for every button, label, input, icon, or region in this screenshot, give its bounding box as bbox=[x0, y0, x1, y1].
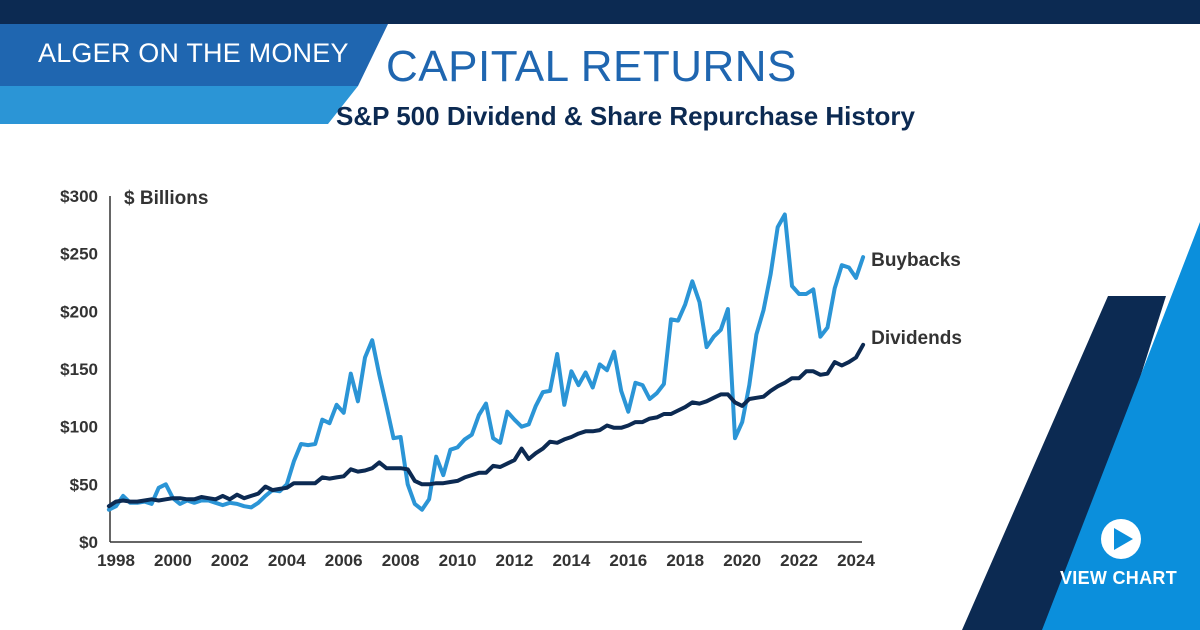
play-circle-icon[interactable] bbox=[1101, 519, 1141, 559]
brand-banner-dark bbox=[0, 24, 388, 86]
series-label-dividends: Dividends bbox=[871, 328, 962, 349]
y-tick-label: $0 bbox=[79, 533, 98, 552]
x-tick-label: 2008 bbox=[382, 551, 420, 570]
x-tick-label: 2006 bbox=[325, 551, 363, 570]
chart-axes bbox=[109, 196, 862, 543]
chart-subtitle: S&P 500 Dividend & Share Repurchase Hist… bbox=[336, 101, 915, 131]
y-tick-labels: $0 $50 $100 $150 $200 $250 $300 bbox=[60, 187, 98, 552]
x-tick-label: 2016 bbox=[609, 551, 647, 570]
x-tick-label: 1998 bbox=[97, 551, 135, 570]
x-tick-label: 2012 bbox=[496, 551, 534, 570]
x-tick-label: 2010 bbox=[439, 551, 477, 570]
unit-label: $ Billions bbox=[124, 188, 208, 209]
y-tick-label: $50 bbox=[70, 475, 98, 494]
cta-stripe-blue bbox=[1042, 222, 1200, 630]
y-tick-label: $200 bbox=[60, 302, 98, 321]
series-line-dividends bbox=[106, 342, 866, 509]
x-tick-label: 2018 bbox=[666, 551, 704, 570]
x-tick-label: 2014 bbox=[552, 551, 590, 570]
y-tick-label: $250 bbox=[60, 245, 98, 264]
y-tick-label: $300 bbox=[60, 187, 98, 206]
cta-stripe-navy bbox=[962, 296, 1166, 630]
x-tick-labels: 1998 2000 2002 2004 2006 2008 2010 2012 2014 2016… bbox=[97, 551, 875, 570]
series-labels: Buybacks Dividends bbox=[871, 250, 962, 349]
x-tick-label: 2000 bbox=[154, 551, 192, 570]
series-label-buybacks: Buybacks bbox=[871, 250, 961, 271]
x-tick-label: 2024 bbox=[837, 551, 875, 570]
x-tick-label: 2004 bbox=[268, 551, 306, 570]
y-tick-label: $100 bbox=[60, 418, 98, 437]
brand-label: ALGER ON THE MONEY bbox=[38, 38, 349, 68]
x-tick-label: 2022 bbox=[780, 551, 818, 570]
x-tick-label: 2002 bbox=[211, 551, 249, 570]
top-bar bbox=[0, 0, 1200, 24]
page-title: CAPITAL RETURNS bbox=[386, 42, 797, 91]
series-lines bbox=[106, 212, 866, 512]
brand-banner-light bbox=[0, 86, 358, 124]
x-tick-label: 2020 bbox=[723, 551, 761, 570]
series-line-buybacks bbox=[106, 212, 866, 512]
view-chart-button[interactable]: VIEW CHART bbox=[1060, 568, 1177, 588]
y-tick-label: $150 bbox=[60, 360, 98, 379]
